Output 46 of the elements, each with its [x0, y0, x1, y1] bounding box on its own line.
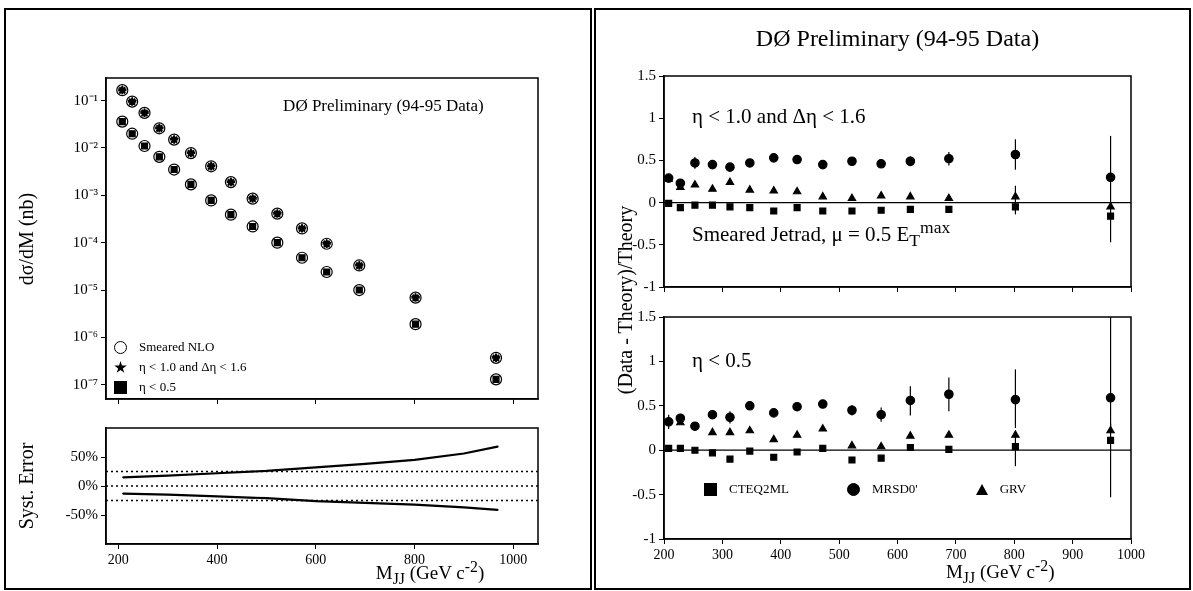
chart-title: DØ Preliminary (94-95 Data) — [755, 25, 1040, 51]
legend-label: CTEQ2ML — [729, 481, 789, 497]
y-tick-label: 0 — [648, 193, 656, 210]
y-tick-label: -1 — [643, 277, 656, 294]
y-axis-title: Syst. Error — [15, 442, 37, 530]
y-tick-label: 0.5 — [637, 151, 656, 168]
y-tick-label: 10⁻⁴ — [72, 233, 98, 250]
annotation: η < 1.0 and Δη < 1.6 — [692, 103, 866, 128]
legend-label: MRSD0' — [871, 481, 918, 497]
legend-label: η < 1.0 and Δη < 1.6 — [139, 359, 247, 375]
y-tick-label: 1 — [648, 352, 656, 369]
x-tick-label: 600 — [887, 547, 908, 563]
y-tick-label: 10⁻¹ — [73, 91, 98, 108]
x-tick-label: 900 — [1062, 547, 1084, 563]
y-tick-label: 10⁻² — [73, 138, 99, 155]
legend-label: η < 0.5 — [139, 379, 176, 395]
annotation: η < 0.5 — [692, 348, 752, 373]
y-tick-label: -50% — [65, 505, 98, 522]
y-tick-label: 10⁻⁷ — [72, 375, 98, 392]
y-tick-label: 1.5 — [637, 307, 656, 324]
y-tick-label: 1 — [648, 109, 656, 126]
annotation: DØ Preliminary (94-95 Data) — [283, 96, 484, 116]
y-tick-label: 10⁻⁶ — [72, 328, 98, 345]
x-tick-label: 400 — [206, 552, 228, 568]
x-tick-label: 400 — [770, 547, 792, 563]
x-tick-label: 200 — [653, 547, 675, 563]
x-tick-label: 300 — [711, 547, 733, 563]
y-tick-label: 1.5 — [637, 66, 656, 83]
y-axis-title: dσ/dM (nb) — [15, 192, 37, 285]
y-tick-label: -1 — [643, 529, 656, 546]
x-tick-label: 800 — [1003, 547, 1025, 563]
y-tick-label: 50% — [70, 447, 98, 464]
x-tick-label: 500 — [828, 547, 850, 563]
x-tick-label: 700 — [945, 547, 967, 563]
y-tick-label: 10⁻³ — [73, 186, 99, 203]
legend-label: Smeared NLO — [139, 339, 215, 355]
y-tick-label: 0% — [78, 476, 98, 493]
x-tick-label: 200 — [107, 552, 129, 568]
y-tick-label: -0.5 — [632, 485, 656, 502]
y-tick-label: 10⁻⁵ — [72, 280, 98, 297]
y-tick-label: 0 — [648, 441, 656, 458]
x-tick-label: 600 — [305, 552, 327, 568]
legend-label: GRV — [999, 481, 1027, 497]
x-tick-label: 1000 — [499, 552, 528, 568]
y-tick-label: 0.5 — [637, 396, 656, 413]
x-tick-label: 1000 — [1117, 547, 1145, 563]
